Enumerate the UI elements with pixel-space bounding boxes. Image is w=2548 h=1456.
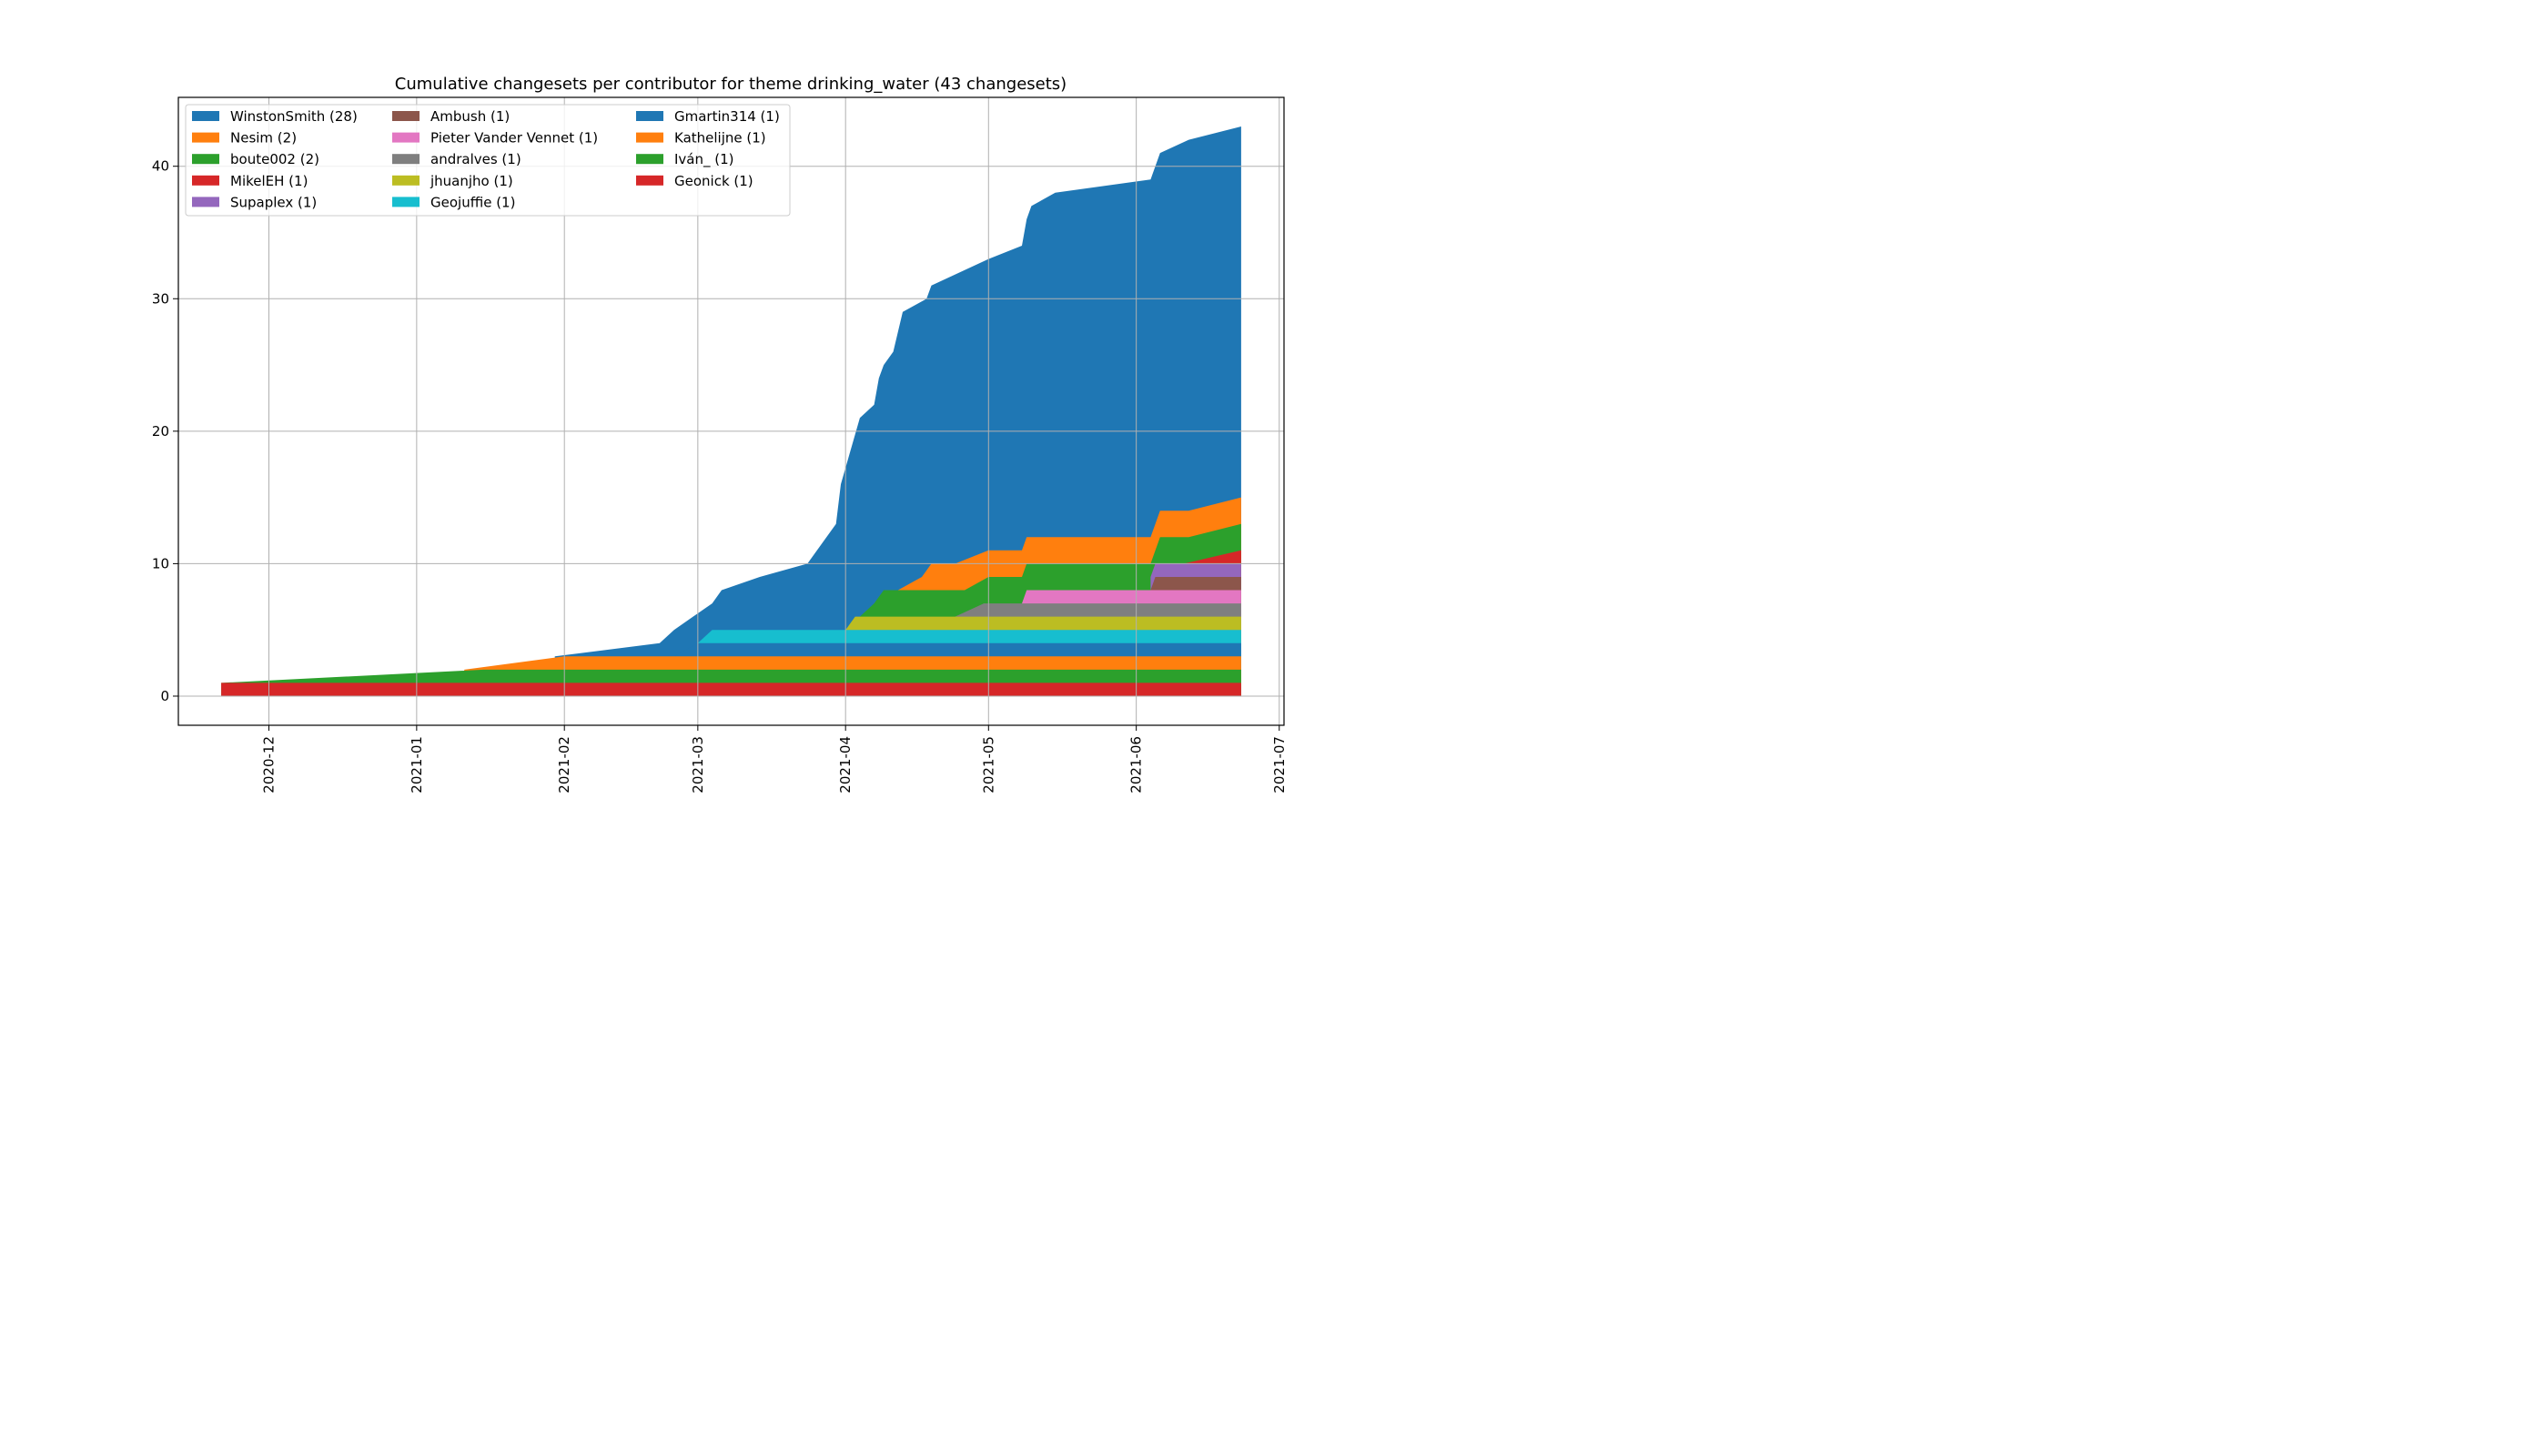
legend-item-pieter-vander-vennet-1: Pieter Vander Vennet (1) [392,130,598,147]
legend-item-nesim-2: Nesim (2) [192,130,297,147]
legend-label: MikelEH (1) [230,173,308,189]
x-tick-label: 2021-07 [1271,736,1288,794]
plot-frame [177,96,1285,726]
legend-swatch [192,154,219,165]
legend-label: jhuanjho (1) [430,173,513,189]
legend-item-andralves-1: andralves (1) [392,151,521,167]
legend-label: Pieter Vander Vennet (1) [430,130,598,147]
legend-label: andralves (1) [430,151,521,167]
y-tick-label: 30 [152,290,169,307]
area-series-geonick-1 [221,682,1241,696]
legend-label: Kathelijne (1) [674,130,766,147]
x-tick-label: 2021-06 [1128,736,1145,794]
legend-swatch [392,154,420,165]
legend-item-iv-n-1: Iván_ (1) [636,151,734,168]
x-axis: 2020-12 2021-01 2021-02 2021-03 2021-04 2021-… [261,725,1288,794]
legend-label: Gmartin314 (1) [674,108,780,125]
legend-item-geonick-1: Geonick (1) [636,173,753,189]
legend-item-kathelijne-1: Kathelijne (1) [636,130,766,147]
legend-label: Ambush (1) [430,108,510,125]
legend-box [185,104,791,217]
legend-item-winstonsmith-28: WinstonSmith (28) [192,108,358,125]
legend-item-boute002-2: boute002 (2) [192,151,319,167]
legend-label: boute002 (2) [230,151,319,167]
legend-swatch [392,175,420,186]
legend-item-geojuffie-1: Geojuffie (1) [392,194,515,210]
legend-swatch [192,175,219,186]
stacked-areas [221,126,1241,696]
legend-label: Nesim (2) [230,130,297,147]
x-tick-label: 2021-02 [556,736,572,794]
x-tick-label: 2020-12 [261,736,278,794]
legend-label: Iván_ (1) [674,151,734,168]
x-tick-label: 2021-04 [837,736,854,794]
chart-title: Cumulative changesets per contributor fo… [395,75,1067,94]
legend-item-ambush-1: Ambush (1) [392,108,510,125]
legend-swatch [192,111,219,121]
legend-swatch [192,132,219,143]
legend-swatch [392,132,420,143]
legend-swatch [392,111,420,121]
legend-item-gmartin314-1: Gmartin314 (1) [636,108,780,125]
legend-swatch [636,175,663,186]
legend-swatch [636,111,663,121]
y-tick-label: 0 [160,688,169,704]
legend-item-mikeleh-1: MikelEH (1) [192,173,308,189]
x-tick-label: 2021-03 [690,736,706,794]
legend-swatch [392,197,420,207]
legend-label: WinstonSmith (28) [230,108,358,125]
x-tick-label: 2021-05 [980,736,996,794]
y-tick-label: 10 [152,555,169,571]
y-tick-label: 20 [152,423,169,440]
legend-item-jhuanjho-1: jhuanjho (1) [392,173,513,189]
legend-swatch [192,197,219,207]
legend-swatch [636,154,663,165]
legend-label: Geojuffie (1) [430,194,515,210]
legend-label: Geonick (1) [674,173,753,189]
x-tick-label: 2021-01 [409,736,425,794]
chart-figure: Cumulative changesets per contributor fo… [152,75,1288,794]
y-tick-label: 40 [152,158,169,175]
legend-swatch [636,132,663,143]
y-axis: 0 10 20 30 40 [152,158,178,704]
legend-label: Supaplex (1) [230,194,317,210]
legend: WinstonSmith (28) Nesim (2) boute002 (2) Mi… [185,104,791,217]
legend-item-supaplex-1: Supaplex (1) [192,194,317,210]
